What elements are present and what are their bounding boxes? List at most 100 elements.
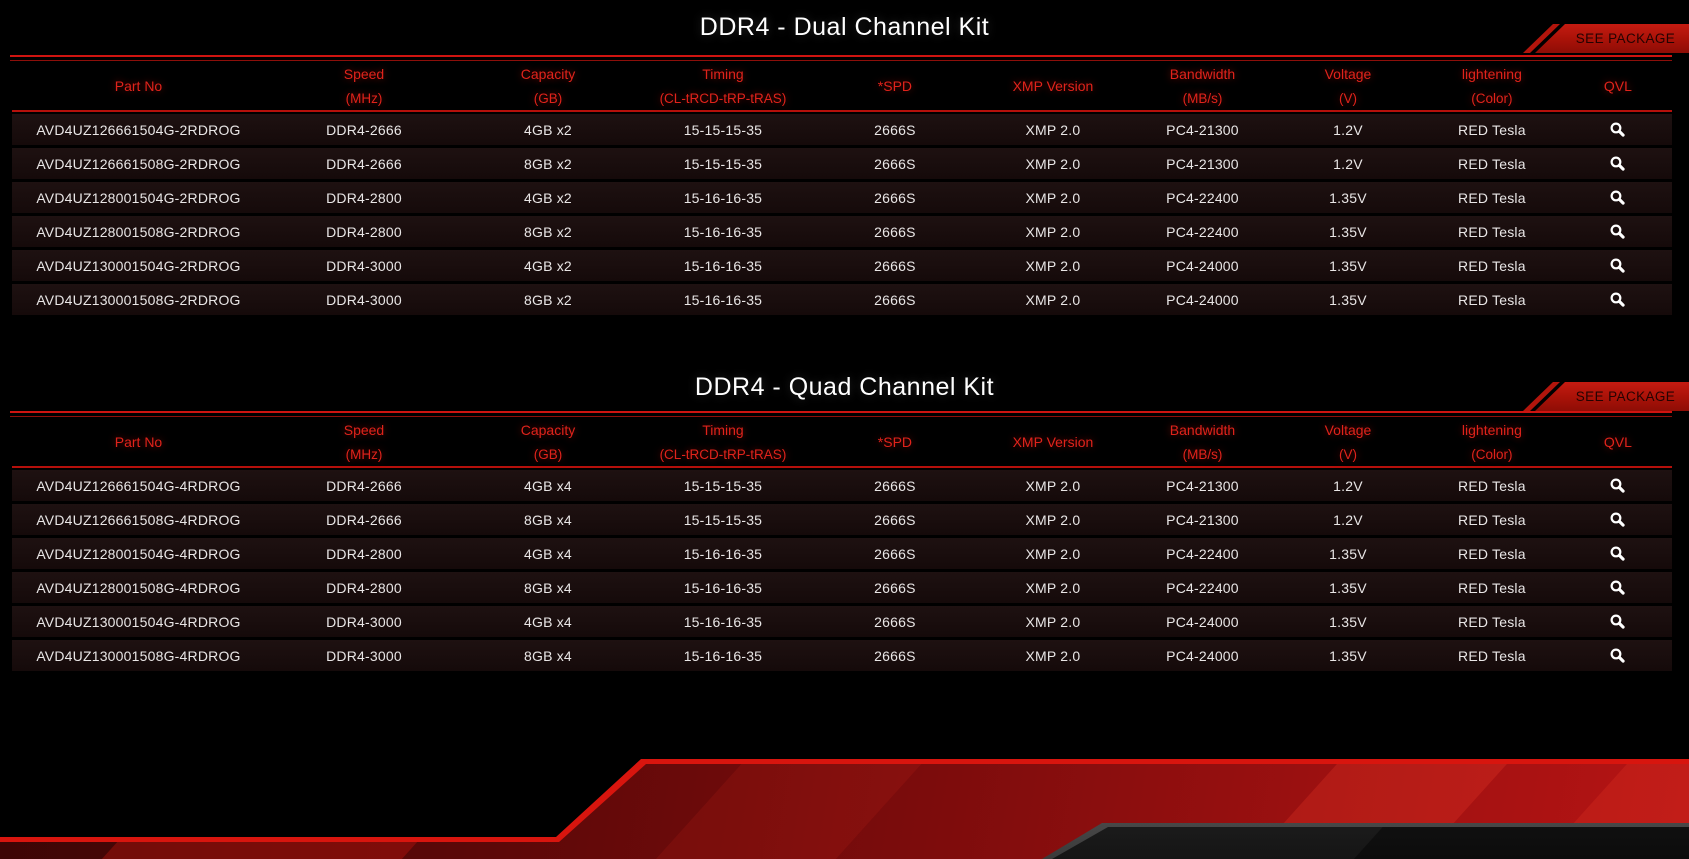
- table-cell: AVD4UZ130001504G-4RDROG: [36, 613, 241, 630]
- table-cell: 1.2V: [1333, 121, 1363, 138]
- table-cell: 1.35V: [1329, 291, 1367, 308]
- table-row: AVD4UZ126661508G-4RDROG DDR4-2666 8GB x4 15…: [12, 504, 1672, 538]
- magnifier-icon[interactable]: [1564, 545, 1672, 562]
- table-cell: DDR4-2800: [326, 189, 402, 206]
- table-cell: DDR4-3000: [326, 291, 402, 308]
- table-cell: 4GB x2: [524, 189, 572, 206]
- table-cell: 1.2V: [1333, 511, 1363, 528]
- table-header-row: Part No Speed (MHz) Capacity (GB) Timing (CL-t…: [12, 62, 1672, 112]
- table-cell: PC4-24000: [1166, 257, 1239, 274]
- table-body: AVD4UZ126661504G-4RDROG DDR4-2666 4GB x4 15…: [12, 470, 1672, 674]
- table-cell: DDR4-2666: [326, 477, 402, 494]
- red-streak-decoration: [91, 830, 429, 859]
- table-cell: AVD4UZ126661508G-4RDROG: [36, 511, 241, 528]
- column-header-lightening: lightening (Color): [1461, 66, 1522, 106]
- table-cell: RED Tesla: [1458, 477, 1526, 494]
- magnifier-icon[interactable]: [1564, 155, 1672, 172]
- table-cell: RED Tesla: [1458, 189, 1526, 206]
- table-cell: XMP 2.0: [1025, 647, 1081, 664]
- table-cell: 4GB x2: [524, 257, 572, 274]
- table-cell: 15-15-15-35: [683, 155, 763, 172]
- button-body: [1535, 24, 1689, 53]
- table-cell: RED Tesla: [1458, 257, 1526, 274]
- column-header-qvl: QVL: [1603, 434, 1632, 450]
- table-cell: 1.35V: [1329, 545, 1367, 562]
- table-cell: XMP 2.0: [1025, 545, 1081, 562]
- table-cell: 2666S: [874, 257, 916, 274]
- table-row: AVD4UZ130001508G-2RDROG DDR4-3000 8GB x2 15…: [12, 284, 1672, 318]
- see-package-button-2[interactable]: SEE PACKAGE: [1514, 382, 1689, 411]
- magnifier-icon[interactable]: [1564, 511, 1672, 528]
- table-cell: 4GB x4: [524, 545, 572, 562]
- magnifier-icon[interactable]: [1564, 579, 1672, 596]
- column-header-qvl: QVL: [1603, 78, 1632, 94]
- column-header-part-no: Part No: [114, 434, 163, 450]
- table-cell: 15-16-16-35: [683, 545, 763, 562]
- see-package-button[interactable]: SEE PACKAGE: [1514, 24, 1689, 53]
- table-cell: RED Tesla: [1458, 291, 1526, 308]
- magnifier-icon[interactable]: [1564, 477, 1672, 494]
- table-row: AVD4UZ128001508G-4RDROG DDR4-2800 8GB x4 15…: [12, 572, 1672, 606]
- table-cell: AVD4UZ126661508G-2RDROG: [36, 155, 241, 172]
- table-cell: XMP 2.0: [1025, 477, 1081, 494]
- table-cell: DDR4-2800: [326, 579, 402, 596]
- column-header-capacity: Capacity (GB): [520, 66, 576, 106]
- table-cell: 8GB x4: [524, 511, 572, 528]
- table-row: AVD4UZ130001504G-4RDROG DDR4-3000 4GB x4 15…: [12, 606, 1672, 640]
- table-cell: 2666S: [874, 545, 916, 562]
- table-cell: PC4-21300: [1166, 121, 1239, 138]
- button-body: [1535, 382, 1689, 411]
- table-cell: XMP 2.0: [1025, 613, 1081, 630]
- table-cell: AVD4UZ126661504G-2RDROG: [36, 121, 241, 138]
- table-cell: AVD4UZ128001508G-4RDROG: [36, 579, 241, 596]
- table-cell: PC4-24000: [1166, 613, 1239, 630]
- table-cell: DDR4-3000: [326, 613, 402, 630]
- table-cell: DDR4-3000: [326, 257, 402, 274]
- table-cell: DDR4-2800: [326, 545, 402, 562]
- table-cell: 15-15-15-35: [683, 121, 763, 138]
- column-header-lightening: lightening (Color): [1461, 422, 1522, 462]
- table-cell: 2666S: [874, 579, 916, 596]
- magnifier-icon[interactable]: [1564, 613, 1672, 630]
- table-cell: 15-16-16-35: [683, 189, 763, 206]
- column-header-bandwidth: Bandwidth (MB/s): [1169, 422, 1236, 462]
- magnifier-icon[interactable]: [1564, 291, 1672, 308]
- column-header-capacity: Capacity (GB): [520, 422, 576, 462]
- table-cell: 2666S: [874, 189, 916, 206]
- divider-line: [10, 55, 1672, 62]
- table-cell: RED Tesla: [1458, 511, 1526, 528]
- column-header-timing: Timing (CL-tRCD-tRP-tRAS): [659, 66, 787, 106]
- magnifier-icon[interactable]: [1564, 257, 1672, 274]
- table-cell: 1.35V: [1329, 223, 1367, 240]
- table-cell: 8GB x4: [524, 579, 572, 596]
- table-cell: 15-16-16-35: [683, 579, 763, 596]
- table-cell: AVD4UZ128001508G-2RDROG: [36, 223, 241, 240]
- table-row: AVD4UZ128001508G-2RDROG DDR4-2800 8GB x2 15…: [12, 216, 1672, 250]
- table-cell: RED Tesla: [1458, 579, 1526, 596]
- table-cell: 2666S: [874, 511, 916, 528]
- column-header--spd: *SPD: [877, 434, 913, 450]
- magnifier-icon[interactable]: [1564, 121, 1672, 138]
- magnifier-icon[interactable]: [1564, 223, 1672, 240]
- magnifier-icon[interactable]: [1564, 647, 1672, 664]
- table-cell: 2666S: [874, 121, 916, 138]
- table-row: AVD4UZ128001504G-4RDROG DDR4-2800 4GB x4 15…: [12, 538, 1672, 572]
- table-cell: PC4-22400: [1166, 223, 1239, 240]
- table-cell: AVD4UZ130001508G-2RDROG: [36, 291, 241, 308]
- magnifier-icon[interactable]: [1564, 189, 1672, 206]
- table-cell: 15-15-15-35: [683, 477, 763, 494]
- table-cell: RED Tesla: [1458, 155, 1526, 172]
- table-cell: XMP 2.0: [1025, 291, 1081, 308]
- gray-chamfer-band: [1052, 827, 1689, 859]
- table-cell: RED Tesla: [1458, 121, 1526, 138]
- table-cell: 1.2V: [1333, 477, 1363, 494]
- table-cell: 2666S: [874, 291, 916, 308]
- column-header-xmp-version: XMP Version: [1012, 434, 1094, 450]
- table-cell: AVD4UZ130001504G-2RDROG: [36, 257, 241, 274]
- table-cell: DDR4-2666: [326, 511, 402, 528]
- table-cell: 1.35V: [1329, 579, 1367, 596]
- column-header-xmp-version: XMP Version: [1012, 78, 1094, 94]
- column-header-voltage: Voltage (V): [1324, 66, 1372, 106]
- table-cell: 4GB x4: [524, 477, 572, 494]
- table-cell: AVD4UZ128001504G-4RDROG: [36, 545, 241, 562]
